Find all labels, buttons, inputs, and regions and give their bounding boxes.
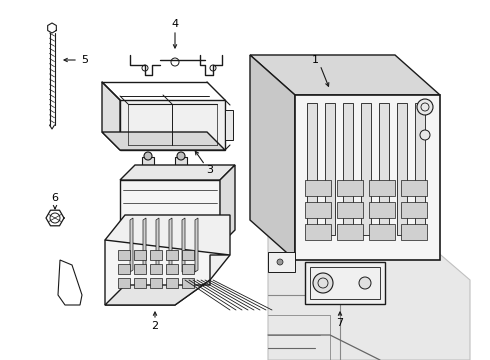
Text: 1: 1	[312, 55, 318, 65]
Polygon shape	[369, 224, 395, 240]
Polygon shape	[305, 202, 331, 218]
Polygon shape	[166, 250, 178, 260]
Circle shape	[417, 99, 433, 115]
Text: 7: 7	[337, 318, 343, 328]
Circle shape	[177, 152, 185, 160]
Polygon shape	[118, 278, 130, 288]
Polygon shape	[337, 224, 363, 240]
Polygon shape	[156, 218, 159, 272]
Polygon shape	[220, 165, 235, 245]
Polygon shape	[182, 264, 194, 274]
Polygon shape	[105, 240, 230, 305]
Polygon shape	[169, 218, 172, 272]
Polygon shape	[195, 218, 198, 272]
Polygon shape	[143, 218, 146, 272]
Circle shape	[420, 130, 430, 140]
Polygon shape	[268, 220, 470, 360]
Bar	[175, 157, 187, 165]
Text: 3: 3	[206, 165, 214, 175]
Polygon shape	[120, 165, 235, 180]
Polygon shape	[182, 250, 194, 260]
Polygon shape	[102, 132, 225, 150]
Polygon shape	[401, 224, 427, 240]
Polygon shape	[337, 180, 363, 196]
Polygon shape	[150, 264, 162, 274]
Polygon shape	[415, 103, 425, 235]
Polygon shape	[307, 103, 317, 235]
Polygon shape	[343, 103, 353, 235]
Text: 6: 6	[51, 193, 58, 203]
Polygon shape	[401, 202, 427, 218]
Circle shape	[277, 259, 283, 265]
Polygon shape	[130, 218, 133, 272]
Polygon shape	[182, 218, 185, 272]
Polygon shape	[134, 250, 146, 260]
Polygon shape	[379, 103, 389, 235]
Polygon shape	[401, 180, 427, 196]
Polygon shape	[361, 103, 371, 235]
Text: 4: 4	[172, 19, 178, 29]
Polygon shape	[337, 202, 363, 218]
Polygon shape	[369, 202, 395, 218]
Polygon shape	[305, 180, 331, 196]
Polygon shape	[305, 262, 385, 304]
Polygon shape	[102, 82, 120, 150]
Polygon shape	[397, 103, 407, 235]
Polygon shape	[182, 278, 194, 288]
Circle shape	[313, 273, 333, 293]
Polygon shape	[134, 278, 146, 288]
Polygon shape	[250, 55, 440, 95]
Text: 2: 2	[151, 321, 159, 331]
Polygon shape	[225, 110, 233, 140]
Bar	[142, 157, 154, 165]
Polygon shape	[118, 250, 130, 260]
Polygon shape	[150, 250, 162, 260]
Circle shape	[144, 152, 152, 160]
Polygon shape	[305, 224, 331, 240]
Polygon shape	[120, 100, 225, 150]
Polygon shape	[105, 280, 210, 305]
Polygon shape	[250, 55, 295, 260]
Polygon shape	[166, 278, 178, 288]
Polygon shape	[150, 278, 162, 288]
Polygon shape	[250, 55, 395, 220]
Polygon shape	[369, 180, 395, 196]
Polygon shape	[295, 95, 440, 260]
Polygon shape	[268, 252, 295, 272]
Circle shape	[359, 277, 371, 289]
Polygon shape	[120, 180, 220, 245]
Polygon shape	[166, 264, 178, 274]
Polygon shape	[105, 215, 230, 280]
Polygon shape	[118, 264, 130, 274]
Polygon shape	[134, 264, 146, 274]
Polygon shape	[325, 103, 335, 235]
Text: 5: 5	[81, 55, 89, 65]
